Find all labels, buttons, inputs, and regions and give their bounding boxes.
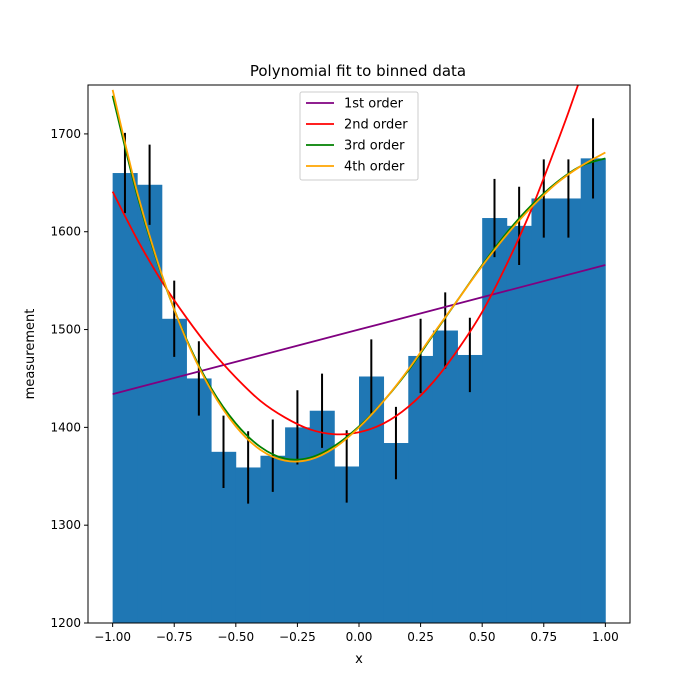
legend-label: 3rd order xyxy=(344,139,405,154)
bar xyxy=(359,376,385,623)
bar xyxy=(432,330,458,623)
bar xyxy=(556,198,582,623)
histogram-bars xyxy=(112,158,606,624)
y-tick-label: 1600 xyxy=(50,225,81,239)
y-tick-label: 1700 xyxy=(50,127,81,141)
error-bars xyxy=(123,118,595,504)
x-tick-label: 0.50 xyxy=(469,630,496,644)
bar xyxy=(161,318,187,623)
bar xyxy=(408,355,434,623)
legend: 1st order 2nd order 3rd order 4th order xyxy=(299,91,419,181)
x-tick-label: −1.00 xyxy=(94,630,131,644)
bar xyxy=(580,158,606,623)
y-tick-label: 1200 xyxy=(50,616,81,630)
y-tick-label: 1300 xyxy=(50,518,81,532)
x-tick-label: 0.75 xyxy=(530,630,557,644)
fit-line xyxy=(112,264,606,395)
bar xyxy=(112,173,138,623)
y-tick-label: 1400 xyxy=(50,420,81,434)
x-tick-label: −0.25 xyxy=(279,630,316,644)
y-tick-label: 1500 xyxy=(50,323,81,337)
bar xyxy=(482,218,508,624)
y-axis-label: measurement xyxy=(23,309,38,400)
x-axis-label: x xyxy=(355,652,363,667)
legend-box xyxy=(299,91,419,181)
chart-title: Polynomial fit to binned data xyxy=(250,62,466,80)
bar xyxy=(186,378,212,623)
legend-label: 1st order xyxy=(344,97,404,112)
x-tick-label: 0.25 xyxy=(407,630,434,644)
fit-line xyxy=(111,89,606,463)
bar xyxy=(531,198,557,623)
x-tick-label: −0.50 xyxy=(217,630,254,644)
bar xyxy=(506,225,532,623)
bar xyxy=(137,184,163,624)
legend-label: 2nd order xyxy=(344,118,408,133)
x-tick-label: 0.00 xyxy=(346,630,373,644)
legend-label: 4th order xyxy=(344,160,405,175)
x-tick-label: −0.75 xyxy=(156,630,193,644)
bar xyxy=(457,354,483,623)
y-axis-ticks: 1200 1300 1400 1500 1600 1700 xyxy=(50,127,88,630)
fit-lines xyxy=(111,85,606,463)
fit-line xyxy=(111,85,579,436)
x-axis-ticks: −1.00 −0.75 −0.50 −0.25 0.00 0.25 0.50 0.75 1.00 xyxy=(94,623,619,644)
x-tick-label: 1.00 xyxy=(592,630,619,644)
